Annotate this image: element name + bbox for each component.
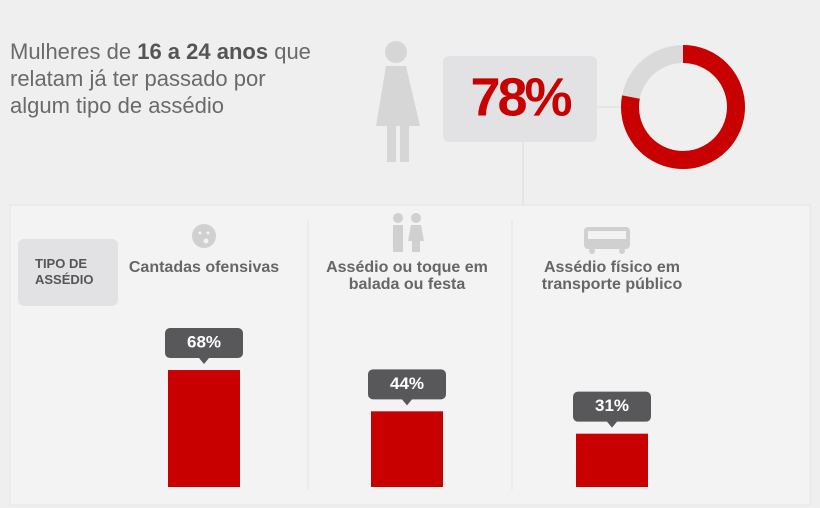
headline-highlight: 16 a 24 anos bbox=[137, 39, 269, 64]
big-value: 78% bbox=[470, 67, 571, 127]
couple-icon bbox=[393, 213, 424, 252]
bus-icon bbox=[584, 227, 630, 254]
value-box bbox=[443, 56, 597, 142]
category-heading: TIPO DE ASSÉDIO bbox=[18, 239, 118, 306]
value-label: 31% bbox=[595, 396, 629, 415]
face-icon bbox=[192, 224, 216, 248]
headline: Mulheres de 16 a 24 anos que relatam já … bbox=[10, 38, 320, 119]
category-label: Assédio ou toque em balada ou festa bbox=[326, 259, 488, 293]
bar bbox=[371, 411, 443, 487]
category-label: Assédio físico em transporte público bbox=[541, 259, 683, 293]
callout bbox=[368, 369, 446, 406]
callout bbox=[573, 391, 651, 428]
bar bbox=[168, 370, 240, 487]
headline-text: Mulheres de bbox=[10, 39, 132, 64]
woman-icon bbox=[376, 41, 420, 162]
value-label: 68% bbox=[187, 333, 221, 352]
value-label: 44% bbox=[390, 374, 424, 393]
category-label: Cantadas ofensivas bbox=[128, 259, 280, 276]
callout bbox=[165, 328, 243, 365]
headline-text: que relatam já ter passado por algum tip… bbox=[10, 39, 311, 118]
bar bbox=[576, 433, 648, 487]
donut-arc bbox=[621, 45, 745, 169]
